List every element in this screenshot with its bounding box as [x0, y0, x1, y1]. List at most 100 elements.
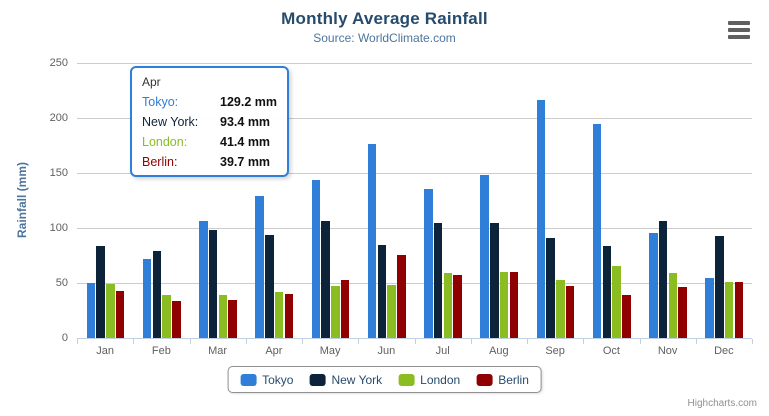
bar-london-mar[interactable]	[218, 294, 228, 338]
tooltip-series-value: 39.7 mm	[220, 155, 271, 169]
bar-tokyo-jul[interactable]	[424, 188, 433, 338]
bar-tokyo-dec[interactable]	[705, 278, 714, 338]
bar-berlin-jan[interactable]	[115, 291, 125, 338]
legend-label: London	[420, 372, 461, 387]
bar-london-apr[interactable]	[274, 292, 284, 338]
bar-london-jun[interactable]	[387, 284, 396, 338]
tooltip-series-label: Tokyo:	[142, 95, 179, 109]
legend-label: Tokyo	[262, 372, 294, 387]
y-axis-tick-label: 200	[49, 112, 68, 124]
bar-tokyo-nov[interactable]	[649, 232, 658, 338]
gridline	[77, 118, 752, 119]
bar-london-feb[interactable]	[162, 295, 171, 338]
bar-new-york-apr[interactable]	[265, 235, 274, 338]
bar-london-jan[interactable]	[106, 284, 115, 338]
legend-item-berlin[interactable]: Berlin	[476, 373, 529, 387]
bar-new-york-jun[interactable]	[377, 245, 387, 338]
bar-berlin-jul[interactable]	[453, 274, 462, 338]
export-menu-button[interactable]	[727, 20, 753, 40]
bar-london-oct[interactable]	[612, 266, 621, 338]
hamburger-icon	[728, 28, 750, 32]
bar-new-york-jul[interactable]	[433, 222, 443, 338]
x-axis-tick	[752, 339, 753, 344]
bar-tokyo-sep[interactable]	[536, 99, 545, 338]
bar-tokyo-apr[interactable]	[255, 195, 264, 338]
x-axis-tick	[133, 339, 135, 344]
bar-tokyo-jan[interactable]	[86, 283, 95, 338]
bar-london-aug[interactable]	[499, 272, 509, 338]
y-axis-tick-label: 50	[55, 277, 68, 289]
y-axis-tick-label: 100	[49, 222, 68, 234]
bar-berlin-feb[interactable]	[172, 301, 181, 338]
bar-new-york-feb[interactable]	[152, 251, 162, 338]
bar-new-york-mar[interactable]	[208, 229, 218, 338]
bar-tokyo-may[interactable]	[311, 179, 320, 338]
bar-new-york-oct[interactable]	[602, 246, 612, 338]
bar-berlin-may[interactable]	[340, 280, 350, 338]
bar-berlin-mar[interactable]	[228, 300, 237, 338]
y-axis-title: Rainfall (mm)	[15, 161, 29, 239]
bar-tokyo-feb[interactable]	[142, 259, 152, 338]
bar-tokyo-mar[interactable]	[199, 220, 208, 338]
x-axis-category-label: Dec	[714, 345, 734, 357]
x-axis-tick	[527, 339, 528, 344]
x-axis-category-label: Aug	[489, 345, 509, 357]
legend-item-london[interactable]: London	[398, 373, 460, 387]
bar-berlin-jun[interactable]	[397, 254, 406, 338]
legend-swatch-berlin	[476, 373, 493, 386]
bar-berlin-apr[interactable]	[284, 294, 294, 338]
credits-link[interactable]: Highcharts.com	[687, 398, 757, 409]
bar-tokyo-jun[interactable]	[367, 144, 377, 338]
y-axis-tick-label: 150	[49, 167, 68, 179]
x-axis-tick	[77, 339, 78, 344]
bar-new-york-jan[interactable]	[96, 246, 105, 338]
bar-tokyo-aug[interactable]	[480, 174, 489, 338]
bar-new-york-may[interactable]	[321, 221, 330, 338]
hamburger-icon	[728, 21, 750, 25]
bar-new-york-dec[interactable]	[715, 236, 724, 338]
gridline	[77, 63, 752, 64]
bar-london-sep[interactable]	[556, 280, 565, 338]
chart-title: Monthly Average Rainfall	[281, 9, 488, 28]
bar-berlin-sep[interactable]	[565, 285, 575, 338]
gridline	[77, 173, 752, 174]
bar-berlin-oct[interactable]	[622, 294, 631, 338]
legend-swatch-london	[398, 373, 415, 386]
bar-london-nov[interactable]	[668, 272, 678, 338]
tooltip-series-value: 129.2 mm	[220, 95, 277, 109]
tooltip-series-label: London:	[142, 135, 188, 149]
tooltip-row: Berlin: 39.7 mm	[142, 152, 277, 172]
x-axis-category-label: Mar	[208, 345, 228, 357]
tooltip-header: Apr	[142, 75, 161, 89]
legend: Tokyo New York London Berlin	[227, 366, 542, 393]
bar-london-may[interactable]	[331, 286, 340, 338]
gridline	[77, 228, 752, 229]
x-axis-tick	[414, 339, 416, 344]
bar-new-york-sep[interactable]	[546, 237, 555, 338]
x-axis-tick	[639, 339, 641, 344]
tooltip-row: Tokyo: 129.2 mm	[142, 92, 277, 112]
tooltip-row: London: 41.4 mm	[142, 132, 277, 152]
bar-berlin-dec[interactable]	[734, 281, 744, 338]
bar-tokyo-oct[interactable]	[592, 124, 602, 338]
x-axis-tick	[189, 339, 191, 344]
x-axis-tick	[470, 339, 472, 344]
bar-london-jul[interactable]	[443, 273, 453, 338]
x-axis-tick	[245, 339, 247, 344]
legend-item-tokyo[interactable]: Tokyo	[240, 373, 293, 387]
x-axis-tick	[358, 339, 360, 344]
bar-berlin-aug[interactable]	[509, 271, 519, 338]
legend-label: New York	[331, 372, 383, 387]
bar-london-dec[interactable]	[724, 281, 734, 338]
bar-new-york-aug[interactable]	[490, 223, 499, 338]
bar-berlin-nov[interactable]	[678, 286, 687, 338]
x-axis-category-label: Apr	[265, 345, 283, 357]
tooltip-series-value: 93.4 mm	[220, 115, 271, 129]
x-axis-tick	[302, 339, 303, 344]
bar-new-york-nov[interactable]	[658, 220, 668, 338]
x-axis-category-label: Sep	[545, 345, 565, 357]
legend-item-new-york[interactable]: New York	[309, 373, 382, 387]
x-axis-category-label: Jan	[96, 345, 114, 357]
x-axis-tick	[583, 339, 585, 344]
